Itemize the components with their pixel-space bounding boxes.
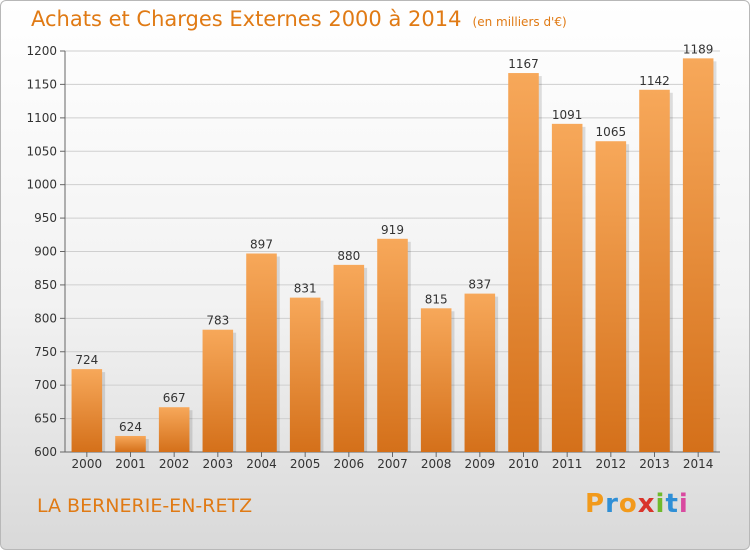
bar <box>202 329 234 452</box>
data-label: 837 <box>468 278 491 292</box>
data-label: 815 <box>425 292 448 306</box>
title-row: Achats et Charges Externes 2000 à 2014 (… <box>31 7 567 31</box>
y-tick-label: 900 <box>34 245 57 259</box>
x-tick-label: 2008 <box>421 457 452 471</box>
y-tick-label: 800 <box>34 311 57 325</box>
labels: 600 650 700 750 800 850 900 950 1000 1050 1100 1150… <box>26 42 713 471</box>
chart-subtitle: (en milliers d'€) <box>472 15 567 29</box>
x-tick-label: 2013 <box>639 457 670 471</box>
y-tick-label: 600 <box>34 445 57 459</box>
x-tick-label: 2009 <box>465 457 496 471</box>
data-label: 1091 <box>552 108 583 122</box>
data-label: 831 <box>294 282 317 296</box>
bar <box>420 308 452 452</box>
bar <box>639 89 670 452</box>
x-tick-label: 2005 <box>290 457 321 471</box>
proxiti-logo: Proxiti <box>585 489 689 519</box>
y-tick-label: 1200 <box>26 44 57 58</box>
y-tick-label: 1150 <box>26 77 57 91</box>
y-tick-label: 950 <box>34 211 57 225</box>
chart-title: Achats et Charges Externes 2000 à 2014 <box>31 7 462 31</box>
logo-letter: i <box>655 489 666 519</box>
x-tick-label: 2003 <box>203 457 234 471</box>
data-label: 667 <box>163 391 186 405</box>
bar <box>595 141 627 452</box>
data-label: 1065 <box>596 125 627 139</box>
bar <box>289 297 321 452</box>
x-tick-label: 2010 <box>508 457 539 471</box>
logo-letter: x <box>637 489 656 519</box>
x-tick-label: 2001 <box>115 457 146 471</box>
x-tick-label: 2006 <box>334 457 365 471</box>
place-name: LA BERNERIE-EN-RETZ <box>37 495 253 517</box>
data-label: 783 <box>206 314 229 328</box>
y-tick-label: 1050 <box>26 144 57 158</box>
bar <box>115 435 146 452</box>
bar <box>158 407 190 452</box>
data-label: 724 <box>75 353 98 367</box>
x-tick-label: 2002 <box>159 457 190 471</box>
data-label: 1189 <box>683 42 714 56</box>
y-tick-label: 650 <box>34 412 57 426</box>
bar <box>464 293 496 452</box>
x-tick-label: 2011 <box>552 457 583 471</box>
bar <box>71 369 103 452</box>
logo-letter: r <box>605 489 619 519</box>
y-tick-label: 750 <box>34 345 57 359</box>
bar <box>551 123 583 453</box>
bar <box>508 73 539 453</box>
logo-letter: o <box>618 489 638 519</box>
data-label: 897 <box>250 238 273 252</box>
logo-letter: t <box>665 489 679 519</box>
data-label: 1167 <box>508 57 539 71</box>
y-tick-label: 700 <box>34 378 57 392</box>
x-tick-label: 2014 <box>683 457 714 471</box>
x-tick-label: 2012 <box>596 457 627 471</box>
bar <box>682 58 714 453</box>
x-tick-label: 2004 <box>246 457 277 471</box>
bar <box>333 264 365 452</box>
x-tick-label: 2000 <box>72 457 103 471</box>
y-tick-label: 1100 <box>26 111 57 125</box>
y-tick-label: 850 <box>34 278 57 292</box>
bar <box>246 253 277 452</box>
data-label: 624 <box>119 420 142 434</box>
data-label: 919 <box>381 223 404 237</box>
x-tick-label: 2007 <box>377 457 408 471</box>
bar <box>377 238 408 452</box>
y-tick-label: 1000 <box>26 178 57 192</box>
data-label: 1142 <box>639 74 670 88</box>
logo-letter: i <box>678 489 689 519</box>
logo-letter: P <box>585 489 606 519</box>
bars <box>71 58 717 453</box>
data-label: 880 <box>337 249 360 263</box>
